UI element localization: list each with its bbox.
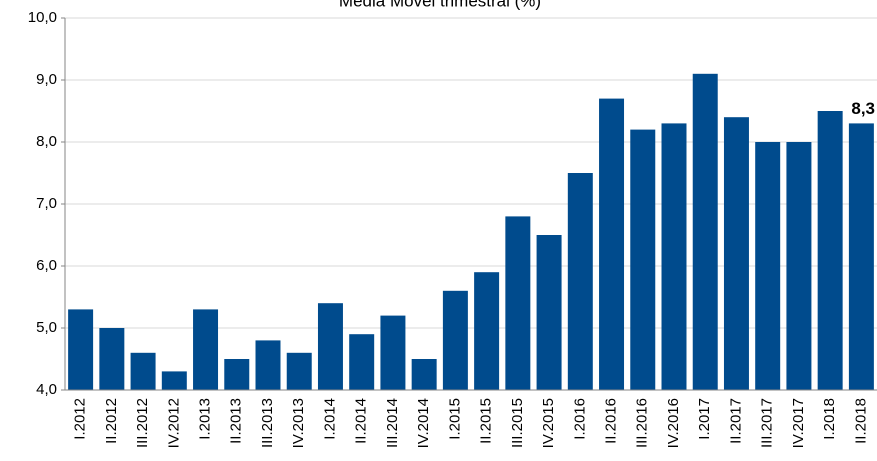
x-tick-label: I.2013 — [197, 398, 214, 440]
x-tick-label: I.2014 — [321, 398, 338, 440]
y-tick-label: 8,0 — [36, 133, 57, 150]
y-tick-label: 5,0 — [36, 319, 57, 336]
bar — [630, 129, 656, 390]
x-tick-label: IV.2016 — [665, 398, 682, 448]
bar — [848, 123, 874, 391]
x-tick-label: II.2014 — [353, 398, 370, 444]
bar — [380, 315, 406, 390]
x-tick-label: IV.2013 — [290, 398, 307, 448]
chart-title: Média Móvel trimestral (%) — [339, 0, 541, 10]
x-tick-label: II.2018 — [852, 398, 869, 444]
bar — [411, 359, 437, 390]
bar — [505, 216, 531, 390]
y-tick-label: 4,0 — [36, 381, 57, 398]
x-tick-label: IV.2017 — [790, 398, 807, 448]
x-tick-label: II.2012 — [103, 398, 120, 444]
y-tick-label: 10,0 — [28, 9, 57, 26]
bar — [599, 98, 625, 390]
bar — [442, 290, 468, 390]
x-tick-label: II.2017 — [727, 398, 744, 444]
x-tick-label: I.2018 — [821, 398, 838, 440]
x-tick-label: III.2014 — [384, 398, 401, 448]
x-tick-label: IV.2015 — [540, 398, 557, 448]
bar — [161, 371, 187, 390]
value-label: 8,3 — [851, 99, 875, 118]
bar — [692, 73, 718, 391]
bar — [349, 334, 375, 390]
bar — [786, 142, 812, 390]
x-tick-label: IV.2012 — [165, 398, 182, 448]
bar — [723, 117, 749, 390]
bar — [68, 309, 94, 390]
bar — [224, 359, 250, 390]
x-tick-label: III.2013 — [259, 398, 276, 448]
x-tick-label: III.2016 — [634, 398, 651, 448]
bar — [474, 272, 500, 390]
x-tick-label: II.2016 — [603, 398, 620, 444]
bar — [661, 123, 687, 391]
bar — [817, 111, 843, 390]
bar — [193, 309, 219, 390]
x-tick-label: II.2015 — [478, 398, 495, 444]
y-tick-label: 6,0 — [36, 257, 57, 274]
y-tick-label: 9,0 — [36, 71, 57, 88]
bar — [536, 235, 562, 390]
bar — [286, 352, 312, 390]
x-tick-label: III.2017 — [759, 398, 776, 448]
x-tick-label: III.2012 — [134, 398, 151, 448]
bar — [755, 142, 781, 390]
x-tick-label: II.2013 — [228, 398, 245, 444]
x-tick-label: I.2017 — [696, 398, 713, 440]
bar — [255, 340, 281, 390]
x-tick-label: III.2015 — [509, 398, 526, 448]
x-tick-label: IV.2014 — [415, 398, 432, 448]
y-tick-label: 7,0 — [36, 195, 57, 212]
bar — [130, 352, 156, 390]
x-tick-label: I.2015 — [446, 398, 463, 440]
bar — [99, 328, 125, 390]
bar — [567, 173, 593, 390]
bar — [317, 303, 343, 390]
x-tick-label: I.2012 — [72, 398, 89, 440]
x-tick-label: I.2016 — [571, 398, 588, 440]
